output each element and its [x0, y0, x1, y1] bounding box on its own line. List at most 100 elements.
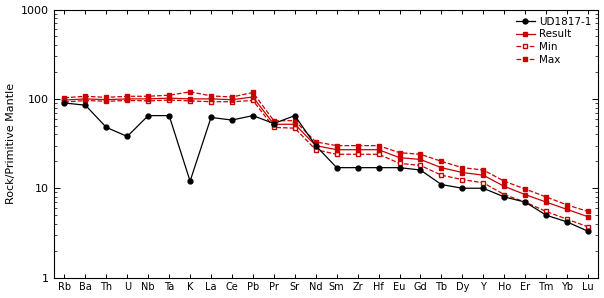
Result — [165, 96, 173, 100]
Max — [124, 94, 131, 98]
Result — [144, 97, 152, 101]
Max — [61, 96, 68, 100]
Min — [82, 99, 89, 102]
Max — [82, 94, 89, 98]
Result — [584, 215, 591, 218]
UD1817-1 — [61, 101, 68, 105]
Result — [124, 97, 131, 101]
Legend: UD1817-1, Result, Min, Max: UD1817-1, Result, Min, Max — [514, 15, 593, 67]
UD1817-1 — [354, 166, 361, 170]
Result — [438, 166, 445, 170]
Result — [82, 97, 89, 101]
Min — [584, 225, 591, 229]
Max — [375, 144, 382, 148]
Max — [270, 119, 277, 122]
Line: Result: Result — [62, 94, 590, 219]
Min — [333, 153, 340, 156]
Min — [144, 99, 152, 103]
Max — [165, 93, 173, 97]
Result — [564, 208, 571, 211]
UD1817-1 — [333, 166, 340, 170]
Line: Min: Min — [62, 98, 590, 229]
Max — [501, 179, 508, 183]
Min — [312, 148, 320, 151]
Min — [270, 125, 277, 129]
UD1817-1 — [438, 183, 445, 186]
UD1817-1 — [501, 195, 508, 199]
Result — [187, 97, 194, 101]
Min — [291, 126, 298, 130]
Min — [521, 200, 528, 204]
Min — [396, 162, 403, 165]
Result — [521, 193, 528, 196]
Min — [438, 173, 445, 177]
UD1817-1 — [542, 213, 550, 217]
Result — [228, 98, 236, 102]
Result — [375, 148, 382, 151]
Min — [354, 153, 361, 156]
Min — [375, 153, 382, 156]
UD1817-1 — [584, 229, 591, 233]
UD1817-1 — [82, 103, 89, 107]
Max — [144, 94, 152, 98]
Min — [458, 178, 466, 181]
UD1817-1 — [521, 200, 528, 204]
Min — [228, 100, 236, 103]
Result — [291, 122, 298, 126]
Max — [187, 90, 194, 94]
Min — [124, 99, 131, 102]
Result — [103, 98, 110, 102]
Max — [417, 153, 424, 156]
UD1817-1 — [375, 166, 382, 170]
Result — [480, 173, 487, 177]
Line: Max: Max — [62, 89, 590, 214]
Min — [542, 210, 550, 213]
UD1817-1 — [124, 135, 131, 138]
Max — [458, 166, 466, 170]
Max — [207, 94, 214, 98]
Max — [480, 168, 487, 172]
Line: UD1817-1: UD1817-1 — [62, 100, 590, 234]
Result — [542, 200, 550, 204]
Max — [333, 144, 340, 148]
UD1817-1 — [564, 220, 571, 224]
Result — [270, 122, 277, 126]
Max — [438, 159, 445, 163]
Max — [564, 203, 571, 207]
UD1817-1 — [187, 179, 194, 183]
Result — [458, 171, 466, 174]
Max — [291, 119, 298, 122]
UD1817-1 — [417, 168, 424, 172]
Result — [417, 158, 424, 161]
UD1817-1 — [103, 125, 110, 129]
UD1817-1 — [312, 144, 320, 148]
Max — [228, 95, 236, 99]
Y-axis label: Rock/Primitive Mantle: Rock/Primitive Mantle — [5, 83, 16, 204]
Result — [396, 156, 403, 159]
UD1817-1 — [165, 114, 173, 117]
UD1817-1 — [144, 114, 152, 117]
Result — [354, 148, 361, 151]
UD1817-1 — [291, 114, 298, 117]
Result — [249, 95, 257, 99]
Result — [61, 98, 68, 102]
Min — [480, 181, 487, 184]
Min — [61, 100, 68, 104]
UD1817-1 — [480, 187, 487, 190]
Max — [521, 187, 528, 191]
Min — [165, 98, 173, 102]
Max — [542, 195, 550, 199]
Result — [333, 148, 340, 151]
Min — [249, 99, 257, 102]
Min — [103, 100, 110, 103]
Min — [417, 164, 424, 167]
Result — [207, 97, 214, 101]
UD1817-1 — [458, 187, 466, 190]
Result — [312, 144, 320, 148]
Max — [354, 144, 361, 148]
UD1817-1 — [270, 122, 277, 125]
Max — [249, 91, 257, 94]
Max — [584, 210, 591, 213]
Max — [396, 151, 403, 154]
Max — [312, 140, 320, 144]
